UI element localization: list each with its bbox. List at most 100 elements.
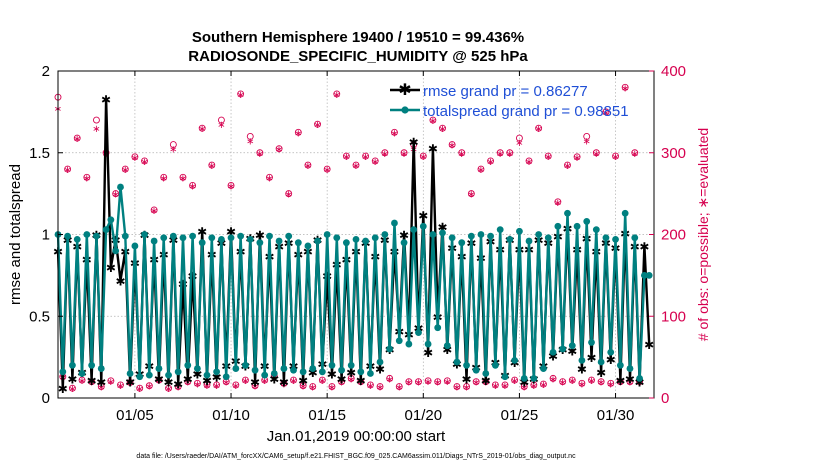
rmse-point: ✱ xyxy=(586,351,596,365)
totalspread-point xyxy=(631,234,639,242)
legend: ✱ rmse grand pr = 0.86277 totalspread gr… xyxy=(390,80,629,120)
rmse-point: ✱ xyxy=(462,372,472,386)
totalspread-point xyxy=(429,231,437,238)
evaluated-point: ∗ xyxy=(304,161,312,172)
rmse-point: ✱ xyxy=(409,135,419,149)
possible-point xyxy=(549,374,557,382)
totalspread-point xyxy=(93,232,100,240)
possible-point xyxy=(588,376,595,384)
totalspread-point xyxy=(381,231,389,238)
possible-point xyxy=(179,173,187,181)
possible-point xyxy=(496,149,504,157)
totalspread-point xyxy=(270,370,278,377)
evaluated-point: ∗ xyxy=(97,383,105,394)
evaluated-point: ∗ xyxy=(318,376,326,387)
evaluated-point: ∗ xyxy=(227,181,235,192)
totalspread-point xyxy=(520,374,528,382)
rmse-point: ✱ xyxy=(625,372,635,386)
evaluated-point: ∗ xyxy=(558,378,566,389)
totalspread-point xyxy=(261,371,269,379)
totalspread-point xyxy=(309,365,317,372)
totalspread-point xyxy=(160,234,168,242)
possible-point xyxy=(419,152,427,160)
y-axis-label: rmse and totalspread xyxy=(7,164,24,305)
possible-point xyxy=(193,379,201,387)
possible-point xyxy=(463,383,470,391)
evaluated-point: ∗ xyxy=(366,381,374,392)
rmse-point: ✱ xyxy=(255,229,265,243)
possible-point xyxy=(93,116,100,124)
possible-point xyxy=(68,384,76,392)
possible-point xyxy=(391,128,398,136)
evaluated-point: ∗ xyxy=(462,383,470,394)
totalspread-point xyxy=(530,374,538,382)
possible-point xyxy=(169,141,177,149)
possible-point xyxy=(583,132,591,140)
totalspread-point xyxy=(342,239,350,247)
possible-point xyxy=(405,378,413,386)
evaluated-point: ∗ xyxy=(121,165,129,176)
totalspread-point xyxy=(357,368,365,376)
totalspread-point xyxy=(107,216,115,224)
possible-point xyxy=(117,381,124,389)
totalspread-point xyxy=(83,231,91,238)
rmse-point: ✱ xyxy=(250,376,260,390)
evaluated-point: ∗ xyxy=(506,149,514,160)
totalspread-point xyxy=(568,342,576,350)
possible-point xyxy=(275,145,283,153)
possible-point xyxy=(458,149,466,157)
rmse-point: ✱ xyxy=(164,376,174,390)
rmse-point: ✱ xyxy=(298,374,308,388)
possible-point xyxy=(434,378,442,386)
totalspread-point xyxy=(472,366,480,374)
evaluated-point: ∗ xyxy=(491,381,499,392)
totalspread-point xyxy=(169,232,177,240)
x-tick-label: 01/30 xyxy=(597,407,635,424)
evaluated-point: ∗ xyxy=(563,161,571,172)
totalspread-point xyxy=(405,340,413,348)
rmse-point: ✱ xyxy=(125,376,135,390)
possible-point xyxy=(448,141,456,149)
totalspread-point xyxy=(501,373,509,381)
evaluated-point: ∗ xyxy=(92,124,100,135)
possible-point xyxy=(121,165,129,173)
evaluated-point: ∗ xyxy=(131,153,139,164)
totalspread-point xyxy=(458,239,466,247)
rmse-point: ✱ xyxy=(548,349,558,363)
evaluated-point: ∗ xyxy=(616,378,624,389)
possible-point xyxy=(323,165,331,173)
totalspread-point xyxy=(636,374,643,382)
rmse-point: ✱ xyxy=(375,363,385,377)
totalspread-point xyxy=(256,239,264,247)
totalspread-point xyxy=(280,365,288,372)
possible-point xyxy=(73,134,81,142)
evaluated-point: ∗ xyxy=(458,149,466,160)
evaluated-point: ∗ xyxy=(510,376,518,387)
evaluated-point: ∗ xyxy=(328,383,336,394)
evaluated-point: ∗ xyxy=(260,376,268,387)
possible-point xyxy=(160,173,168,181)
totalspread-point xyxy=(198,239,206,247)
evaluated-point: ∗ xyxy=(232,381,240,392)
possible-point xyxy=(294,128,302,136)
possible-point xyxy=(189,181,197,189)
totalspread-point xyxy=(592,226,600,233)
possible-point xyxy=(366,381,374,389)
possible-point xyxy=(256,149,264,157)
evaluated-point: ∗ xyxy=(554,198,562,209)
possible-point xyxy=(453,383,461,391)
totalspread-point xyxy=(376,358,384,366)
rmse-point: ✱ xyxy=(188,269,198,283)
evaluated-point: ∗ xyxy=(289,376,297,387)
possible-point xyxy=(597,378,605,386)
possible-point xyxy=(568,376,576,384)
possible-point xyxy=(415,378,422,386)
evaluated-point: ∗ xyxy=(424,377,432,388)
totalspread-point xyxy=(511,356,519,364)
evaluated-point: ∗ xyxy=(573,153,581,164)
possible-point xyxy=(203,381,211,389)
y2-tick-label: 300 xyxy=(661,145,686,162)
possible-point xyxy=(237,90,245,98)
totalspread-point xyxy=(328,361,336,369)
rmse-point: ✱ xyxy=(173,377,183,391)
